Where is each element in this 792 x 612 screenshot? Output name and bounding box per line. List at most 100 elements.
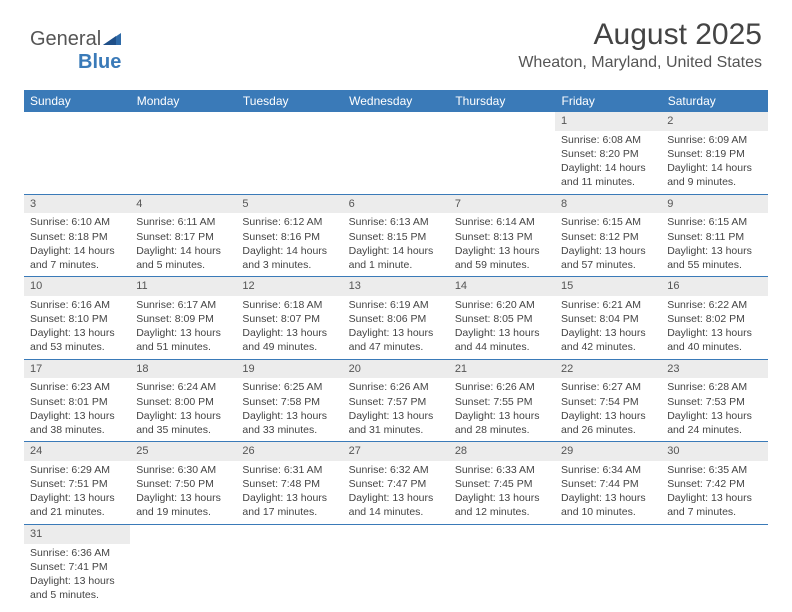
day-daylight: Daylight: 13 hours and 33 minutes. — [242, 409, 336, 437]
day-number: 22 — [555, 360, 661, 379]
day-sunrise: Sunrise: 6:35 AM — [667, 463, 761, 477]
calendar-week-row: 31Sunrise: 6:36 AMSunset: 7:41 PMDayligh… — [24, 524, 768, 606]
day-sunset: Sunset: 8:12 PM — [561, 230, 655, 244]
day-sunrise: Sunrise: 6:18 AM — [242, 298, 336, 312]
calendar-day-cell: 22Sunrise: 6:27 AMSunset: 7:54 PMDayligh… — [555, 359, 661, 442]
day-daylight: Daylight: 13 hours and 21 minutes. — [30, 491, 124, 519]
day-sunset: Sunset: 8:20 PM — [561, 147, 655, 161]
day-body: Sunrise: 6:31 AMSunset: 7:48 PMDaylight:… — [236, 461, 342, 524]
day-number: 3 — [24, 195, 130, 214]
day-number: 31 — [24, 525, 130, 544]
calendar-day-cell: 29Sunrise: 6:34 AMSunset: 7:44 PMDayligh… — [555, 442, 661, 525]
day-body: Sunrise: 6:12 AMSunset: 8:16 PMDaylight:… — [236, 213, 342, 276]
day-daylight: Daylight: 13 hours and 7 minutes. — [667, 491, 761, 519]
day-body: Sunrise: 6:19 AMSunset: 8:06 PMDaylight:… — [343, 296, 449, 359]
day-number: 6 — [343, 195, 449, 214]
day-sunset: Sunset: 8:11 PM — [667, 230, 761, 244]
day-number: 13 — [343, 277, 449, 296]
day-sunset: Sunset: 7:55 PM — [455, 395, 549, 409]
calendar-day-cell: 15Sunrise: 6:21 AMSunset: 8:04 PMDayligh… — [555, 277, 661, 360]
day-number: 27 — [343, 442, 449, 461]
calendar-day-cell — [130, 524, 236, 606]
day-sunrise: Sunrise: 6:26 AM — [455, 380, 549, 394]
day-body: Sunrise: 6:09 AMSunset: 8:19 PMDaylight:… — [661, 131, 767, 194]
weekday-header: Thursday — [449, 90, 555, 112]
day-body: Sunrise: 6:16 AMSunset: 8:10 PMDaylight:… — [24, 296, 130, 359]
calendar-day-cell — [24, 112, 130, 194]
calendar-day-cell: 1Sunrise: 6:08 AMSunset: 8:20 PMDaylight… — [555, 112, 661, 194]
day-sunset: Sunset: 7:48 PM — [242, 477, 336, 491]
day-number: 16 — [661, 277, 767, 296]
day-daylight: Daylight: 14 hours and 1 minute. — [349, 244, 443, 272]
day-sunset: Sunset: 7:50 PM — [136, 477, 230, 491]
day-body: Sunrise: 6:33 AMSunset: 7:45 PMDaylight:… — [449, 461, 555, 524]
calendar-week-row: 10Sunrise: 6:16 AMSunset: 8:10 PMDayligh… — [24, 277, 768, 360]
day-body: Sunrise: 6:24 AMSunset: 8:00 PMDaylight:… — [130, 378, 236, 441]
day-sunrise: Sunrise: 6:29 AM — [30, 463, 124, 477]
calendar-day-cell: 2Sunrise: 6:09 AMSunset: 8:19 PMDaylight… — [661, 112, 767, 194]
day-daylight: Daylight: 13 hours and 42 minutes. — [561, 326, 655, 354]
day-daylight: Daylight: 13 hours and 44 minutes. — [455, 326, 549, 354]
calendar-day-cell: 17Sunrise: 6:23 AMSunset: 8:01 PMDayligh… — [24, 359, 130, 442]
day-sunset: Sunset: 8:06 PM — [349, 312, 443, 326]
calendar-day-cell: 3Sunrise: 6:10 AMSunset: 8:18 PMDaylight… — [24, 194, 130, 277]
page-location: Wheaton, Maryland, United States — [30, 54, 762, 72]
day-sunset: Sunset: 7:57 PM — [349, 395, 443, 409]
day-number: 2 — [661, 112, 767, 131]
weekday-header: Saturday — [661, 90, 767, 112]
brand-part2: Blue — [78, 51, 121, 73]
day-body: Sunrise: 6:30 AMSunset: 7:50 PMDaylight:… — [130, 461, 236, 524]
day-daylight: Daylight: 13 hours and 47 minutes. — [349, 326, 443, 354]
day-sunrise: Sunrise: 6:31 AM — [242, 463, 336, 477]
day-sunrise: Sunrise: 6:28 AM — [667, 380, 761, 394]
calendar-day-cell: 9Sunrise: 6:15 AMSunset: 8:11 PMDaylight… — [661, 194, 767, 277]
calendar-day-cell: 5Sunrise: 6:12 AMSunset: 8:16 PMDaylight… — [236, 194, 342, 277]
brand-part1: General — [30, 28, 101, 50]
day-sunrise: Sunrise: 6:30 AM — [136, 463, 230, 477]
day-daylight: Daylight: 14 hours and 11 minutes. — [561, 161, 655, 189]
day-sunset: Sunset: 8:19 PM — [667, 147, 761, 161]
day-daylight: Daylight: 13 hours and 28 minutes. — [455, 409, 549, 437]
day-daylight: Daylight: 14 hours and 7 minutes. — [30, 244, 124, 272]
calendar-day-cell: 14Sunrise: 6:20 AMSunset: 8:05 PMDayligh… — [449, 277, 555, 360]
day-sunset: Sunset: 8:16 PM — [242, 230, 336, 244]
day-number: 26 — [236, 442, 342, 461]
calendar-day-cell — [661, 524, 767, 606]
day-sunrise: Sunrise: 6:20 AM — [455, 298, 549, 312]
day-number: 28 — [449, 442, 555, 461]
weekday-header: Monday — [130, 90, 236, 112]
day-sunrise: Sunrise: 6:19 AM — [349, 298, 443, 312]
day-body: Sunrise: 6:29 AMSunset: 7:51 PMDaylight:… — [24, 461, 130, 524]
day-sunset: Sunset: 8:15 PM — [349, 230, 443, 244]
day-body: Sunrise: 6:15 AMSunset: 8:12 PMDaylight:… — [555, 213, 661, 276]
calendar-day-cell: 23Sunrise: 6:28 AMSunset: 7:53 PMDayligh… — [661, 359, 767, 442]
day-daylight: Daylight: 13 hours and 14 minutes. — [349, 491, 443, 519]
brand-triangle-icon — [103, 28, 121, 51]
day-daylight: Daylight: 13 hours and 5 minutes. — [30, 574, 124, 602]
day-sunrise: Sunrise: 6:17 AM — [136, 298, 230, 312]
day-sunrise: Sunrise: 6:22 AM — [667, 298, 761, 312]
day-sunrise: Sunrise: 6:14 AM — [455, 215, 549, 229]
day-body: Sunrise: 6:26 AMSunset: 7:55 PMDaylight:… — [449, 378, 555, 441]
calendar-day-cell: 7Sunrise: 6:14 AMSunset: 8:13 PMDaylight… — [449, 194, 555, 277]
calendar-day-cell: 21Sunrise: 6:26 AMSunset: 7:55 PMDayligh… — [449, 359, 555, 442]
day-daylight: Daylight: 13 hours and 40 minutes. — [667, 326, 761, 354]
day-sunrise: Sunrise: 6:21 AM — [561, 298, 655, 312]
day-sunrise: Sunrise: 6:09 AM — [667, 133, 761, 147]
day-body: Sunrise: 6:28 AMSunset: 7:53 PMDaylight:… — [661, 378, 767, 441]
weekday-header: Tuesday — [236, 90, 342, 112]
day-daylight: Daylight: 13 hours and 53 minutes. — [30, 326, 124, 354]
day-daylight: Daylight: 13 hours and 55 minutes. — [667, 244, 761, 272]
calendar-day-cell — [343, 112, 449, 194]
day-number: 10 — [24, 277, 130, 296]
day-sunset: Sunset: 8:18 PM — [30, 230, 124, 244]
weekday-header: Friday — [555, 90, 661, 112]
day-sunrise: Sunrise: 6:24 AM — [136, 380, 230, 394]
day-body: Sunrise: 6:22 AMSunset: 8:02 PMDaylight:… — [661, 296, 767, 359]
day-number: 18 — [130, 360, 236, 379]
day-number: 5 — [236, 195, 342, 214]
calendar-day-cell: 8Sunrise: 6:15 AMSunset: 8:12 PMDaylight… — [555, 194, 661, 277]
day-number: 23 — [661, 360, 767, 379]
calendar-day-cell: 24Sunrise: 6:29 AMSunset: 7:51 PMDayligh… — [24, 442, 130, 525]
day-daylight: Daylight: 13 hours and 19 minutes. — [136, 491, 230, 519]
